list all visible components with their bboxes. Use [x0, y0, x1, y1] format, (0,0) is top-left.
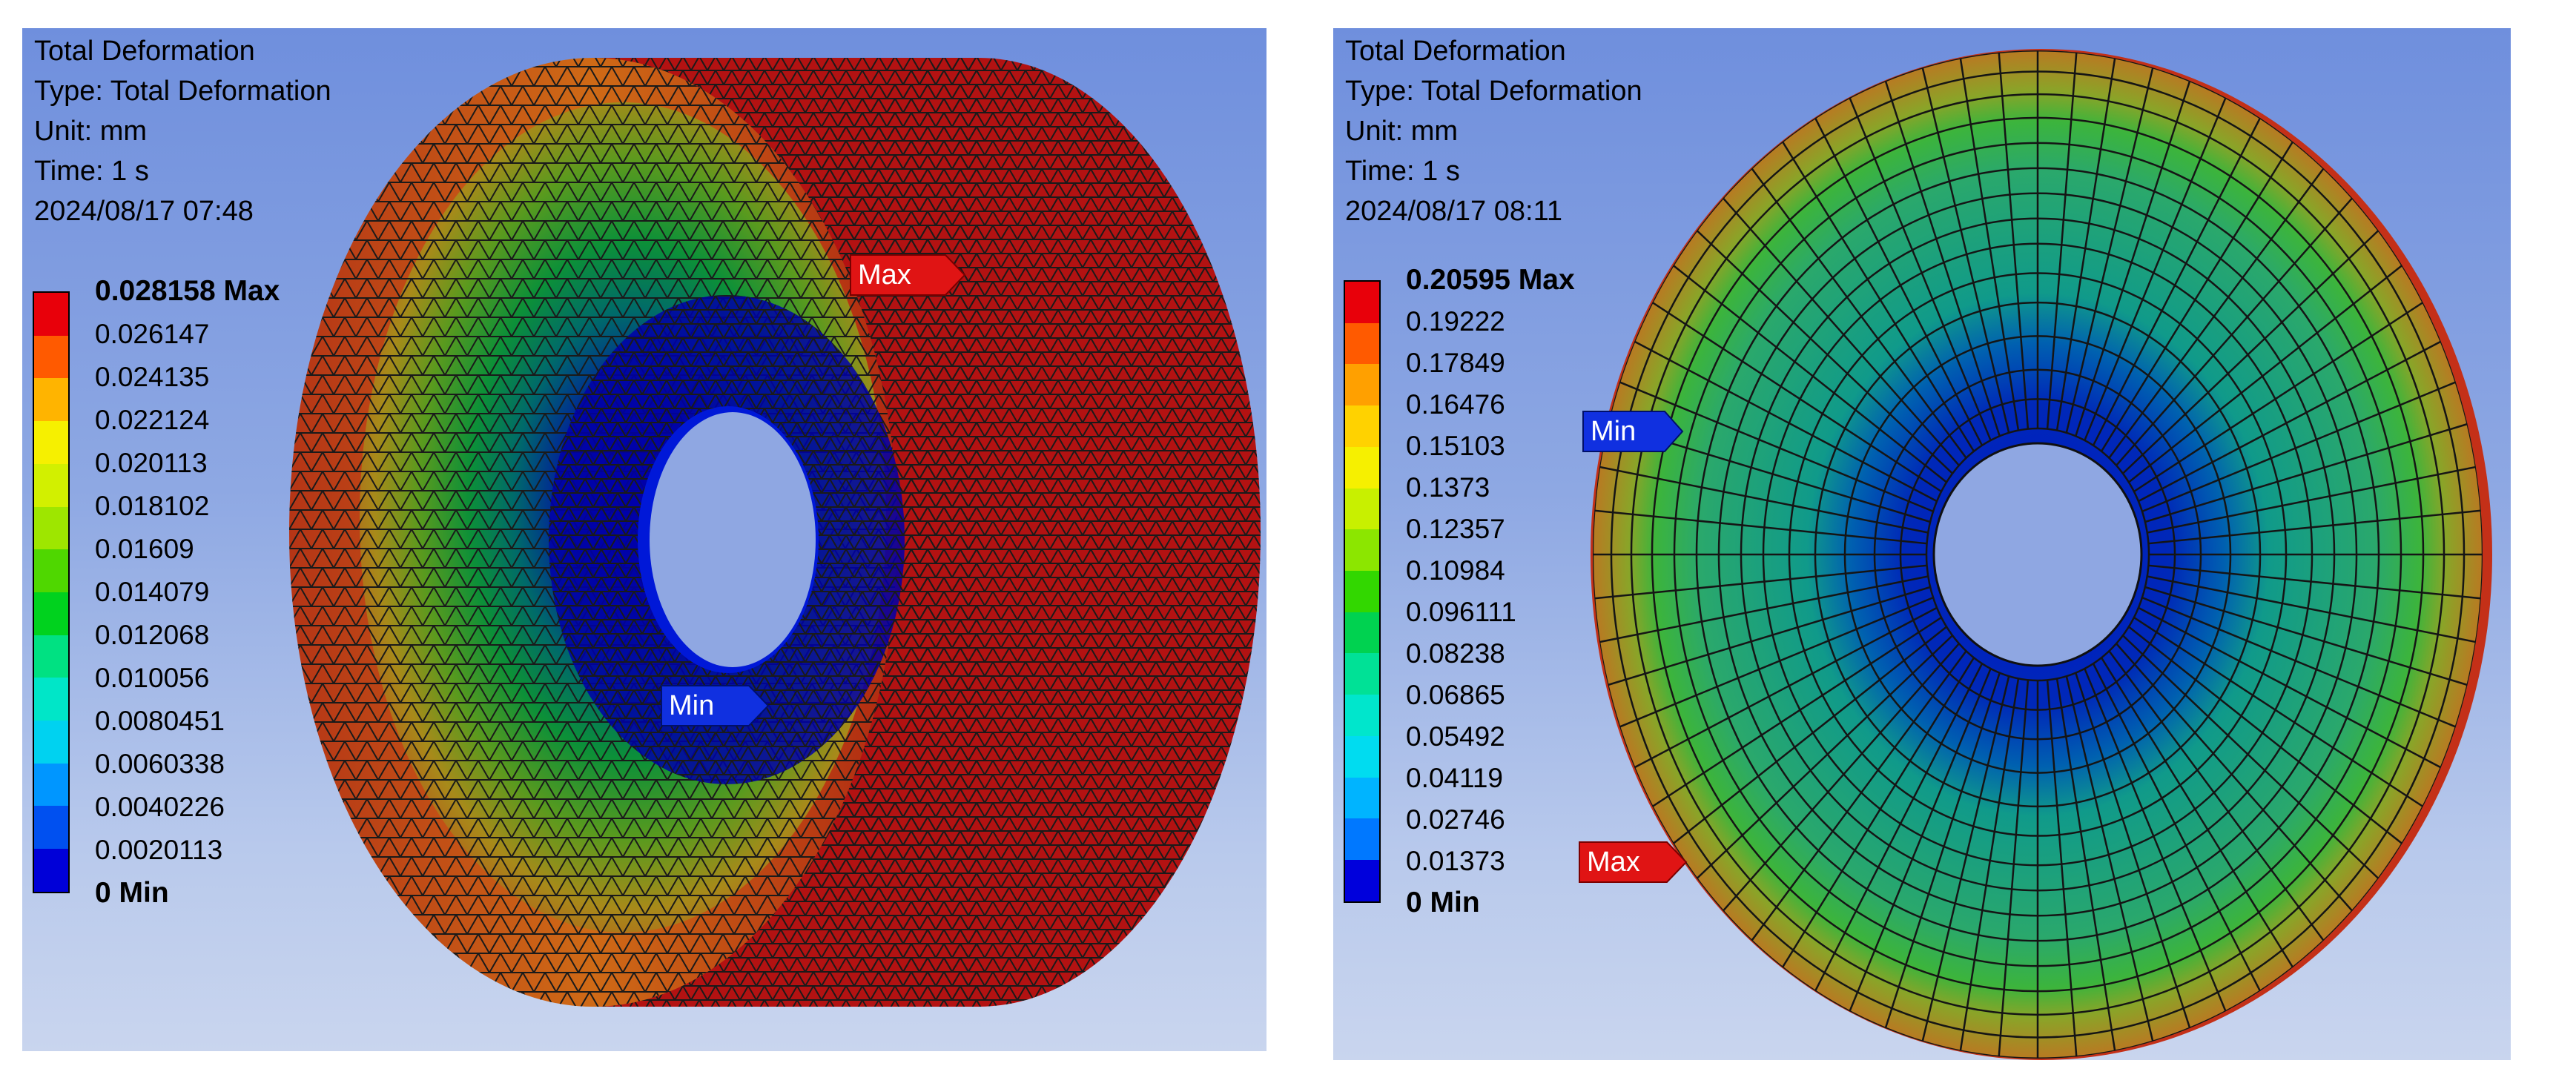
legend-swatch	[34, 763, 68, 807]
legend-label: 0.08238	[1406, 638, 1505, 669]
info-type: Type: Total Deformation	[1345, 76, 1642, 107]
result-info-block: Total Deformation Type: Total Deformatio…	[1345, 31, 1642, 231]
min-probe-tag[interactable]: Min	[660, 684, 771, 727]
legend-label: 0.026147	[95, 319, 210, 349]
info-time: Time: 1 s	[1345, 156, 1460, 187]
legend-swatch	[34, 549, 68, 592]
legend-swatch	[34, 721, 68, 764]
legend-label: 0.0020113	[95, 835, 223, 865]
info-title: Total Deformation	[34, 36, 255, 67]
max-tag-shape	[850, 254, 966, 296]
legend-swatch	[34, 635, 68, 678]
legend-swatch	[1345, 405, 1379, 447]
legend-label: 0.19222	[1406, 306, 1505, 337]
legend-swatch	[34, 506, 68, 550]
min-probe-tag[interactable]: Min	[1582, 410, 1685, 453]
legend-swatch	[1345, 653, 1379, 695]
legend-swatch	[34, 421, 68, 464]
legend-label: 0.0080451	[95, 706, 225, 736]
legend-label: 0.010056	[95, 663, 210, 693]
legend-label: 0.05492	[1406, 721, 1505, 752]
min-tag-shape	[1582, 411, 1684, 452]
legend-label: 0.0040226	[95, 792, 225, 822]
legend-swatch	[34, 293, 68, 336]
legend-label: 0.12357	[1406, 514, 1505, 544]
legend-label: 0.096111	[1406, 597, 1516, 627]
legend-label: 0.10984	[1406, 555, 1505, 586]
info-title: Total Deformation	[1345, 36, 1566, 67]
legend-swatch	[1345, 529, 1379, 572]
legend-swatch	[1345, 777, 1379, 819]
legend-swatch	[1345, 818, 1379, 861]
result-info-block: Total Deformation Type: Total Deformatio…	[34, 31, 331, 231]
legend-color-bar	[33, 291, 70, 893]
legend-swatch	[1345, 322, 1379, 365]
legend-label: 0.1373	[1406, 472, 1490, 503]
legend-label: 0.04119	[1406, 763, 1503, 793]
max-tag-label: Max	[858, 259, 911, 291]
legend-swatch	[34, 806, 68, 850]
disc-model-quad-mesh[interactable]	[1333, 28, 2511, 1060]
max-tag-label: Max	[1587, 847, 1640, 878]
info-type: Type: Total Deformation	[34, 76, 331, 107]
legend-label: 0.024135	[95, 362, 210, 392]
legend-label: 0.014079	[95, 577, 210, 607]
legend-swatch	[1345, 695, 1379, 736]
info-time: Time: 1 s	[34, 156, 149, 187]
legend-label: 0.06865	[1406, 680, 1505, 710]
legend-swatch	[1345, 571, 1379, 612]
legend-label: 0.15103	[1406, 431, 1505, 461]
legend-label: 0.02746	[1406, 804, 1505, 835]
info-unit: Unit: mm	[34, 116, 147, 147]
max-tag-shape	[1579, 841, 1688, 883]
legend-label: 0.020113	[95, 448, 208, 478]
legend-swatch	[1345, 282, 1379, 323]
legend-color-bar	[1344, 280, 1381, 903]
legend-swatch	[34, 378, 68, 422]
legend-swatch	[34, 463, 68, 507]
legend-label: 0.018102	[95, 491, 210, 521]
legend-label: 0.01609	[95, 534, 194, 564]
legend-swatch	[1345, 612, 1379, 654]
legend-label: 0.20595 Max	[1406, 264, 1575, 296]
legend-label: 0.022124	[95, 405, 210, 435]
info-timestamp: 2024/08/17 07:48	[34, 196, 254, 227]
legend-label: 0.0060338	[95, 749, 225, 779]
legend-swatch	[34, 592, 68, 635]
legend-label: 0.16476	[1406, 389, 1505, 420]
legend-swatch	[1345, 860, 1379, 901]
legend-swatch	[34, 678, 68, 721]
min-tag-label: Min	[669, 690, 715, 721]
viewport-right[interactable]: Total Deformation Type: Total Deformatio…	[1333, 28, 2511, 1060]
legend-swatch	[1345, 488, 1379, 530]
legend-label: 0.028158 Max	[95, 275, 280, 307]
legend-label: 0.012068	[95, 620, 210, 650]
legend-label: 0 Min	[95, 877, 169, 909]
legend-label: 0.01373	[1406, 846, 1505, 876]
legend-swatch	[34, 335, 68, 379]
info-unit: Unit: mm	[1345, 116, 1458, 147]
min-tag-label: Min	[1591, 416, 1637, 447]
legend-label: 0.17849	[1406, 348, 1505, 378]
info-timestamp: 2024/08/17 08:11	[1345, 196, 1563, 227]
legend-swatch	[1345, 446, 1379, 489]
legend-swatch	[1345, 364, 1379, 406]
max-probe-tag[interactable]: Max	[1578, 841, 1689, 884]
quad-mesh-lines	[1593, 50, 2483, 1059]
legend-swatch	[34, 849, 68, 892]
max-probe-tag[interactable]: Max	[849, 254, 968, 297]
viewport-left[interactable]: Total Deformation Type: Total Deformatio…	[22, 28, 1266, 1051]
wheel-model-tetra-mesh[interactable]	[22, 28, 1266, 1051]
legend-label: 0 Min	[1406, 887, 1480, 918]
min-tag-shape	[661, 685, 770, 726]
legend-swatch	[1345, 735, 1379, 778]
